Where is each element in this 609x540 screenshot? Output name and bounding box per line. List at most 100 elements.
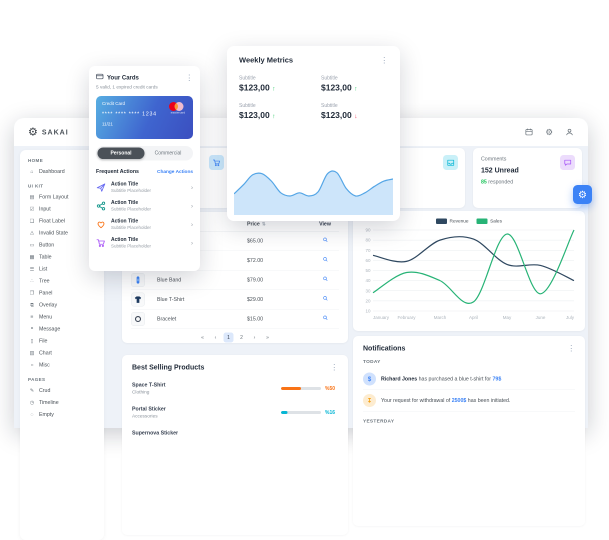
- action-text: Action Title Subtitle Placeholder: [111, 237, 186, 249]
- page-button-»[interactable]: »: [266, 334, 269, 341]
- table-row[interactable]: Blue Band $79.00: [131, 271, 339, 290]
- notification-segment[interactable]: 2500$: [451, 397, 467, 404]
- chevron-right-icon[interactable]: ›: [191, 183, 193, 191]
- metric-label: Subtitle: [239, 103, 256, 109]
- product-name: Supernova Sticker: [132, 430, 179, 436]
- action-text: Action Title Subtitle Placeholder: [111, 200, 186, 212]
- progress-percent: %16: [325, 409, 336, 416]
- frequent-action-item[interactable]: Action Title Subtitle Placeholder ›: [96, 182, 193, 193]
- col-price-header[interactable]: Price ⇅: [247, 221, 266, 227]
- sort-icon[interactable]: ⇅: [261, 221, 266, 227]
- frequent-action-item[interactable]: Action Title Subtitle Placeholder ›: [96, 200, 193, 212]
- panel-icon: ❐: [29, 290, 35, 296]
- misc-icon: ○: [30, 362, 34, 368]
- list-icon: ☰: [29, 266, 35, 272]
- page-button-1[interactable]: 1: [223, 332, 234, 343]
- progress-fill: [281, 411, 288, 414]
- stat-card-comments: Comments 152 Unread 85 responded: [473, 148, 582, 208]
- sidebar-item-float-label[interactable]: ❏ Float Label: [26, 215, 98, 227]
- sidebar-item-input[interactable]: ☑ Input: [26, 203, 98, 215]
- page-button-‹[interactable]: ‹: [214, 334, 217, 341]
- sidebar-item-timeline[interactable]: ◷ Timeline: [26, 397, 98, 409]
- search-icon[interactable]: [322, 276, 329, 285]
- legend-item-sales[interactable]: Sales: [476, 218, 502, 224]
- page-button-›[interactable]: ›: [253, 334, 256, 341]
- tab-personal[interactable]: Personal: [97, 147, 145, 159]
- notification-item[interactable]: $ Richard Jones has purchased a blue t-sh…: [363, 369, 575, 390]
- crud-icon: ✎: [29, 387, 35, 394]
- chevron-right-icon[interactable]: ›: [191, 220, 193, 228]
- calendar-icon[interactable]: [524, 128, 533, 137]
- table-row[interactable]: $65.00: [131, 232, 339, 251]
- product-list-item[interactable]: Portal Sticker Accessories %16: [132, 406, 338, 419]
- search-icon[interactable]: [322, 237, 329, 246]
- sidebar-item-button[interactable]: ▭ Button: [26, 239, 98, 251]
- metrics-grid: Subtitle $123,00 ↑ Subtitle $123,00 ↑ Subtitle…: [239, 76, 388, 121]
- sidebar-item-label: Input: [39, 206, 51, 212]
- app-logo[interactable]: ⚙ SAKAI: [28, 126, 69, 138]
- sidebar-item-empty[interactable]: ◌ Empty: [26, 409, 98, 421]
- settings-icon[interactable]: ⚙: [545, 127, 553, 137]
- sidebar-item-tree[interactable]: ∴ Tree: [26, 275, 98, 287]
- change-actions-link[interactable]: Change Actions: [157, 168, 193, 175]
- your-cards-subtitle: 5 valid, 1 expired credit cards: [96, 84, 158, 91]
- overlay-icon: ⧉: [30, 302, 34, 308]
- sidebar-item-label: Table: [39, 254, 52, 260]
- kebab-menu-icon[interactable]: ⋮: [380, 56, 389, 65]
- notifications-group-label: YESTERDAY: [363, 418, 395, 425]
- sidebar-item-message[interactable]: ❝ Message: [26, 323, 98, 335]
- sidebar-item-list[interactable]: ☰ List: [26, 263, 98, 275]
- svg-text:February: February: [397, 315, 416, 320]
- sidebar-item-form-layout[interactable]: ▤ Form Layout: [26, 191, 98, 203]
- your-cards-title: Your Cards: [107, 74, 139, 81]
- frequent-action-item[interactable]: Action Title Subtitle Placeholder ›: [96, 237, 193, 249]
- search-icon[interactable]: [322, 315, 329, 324]
- kebab-menu-icon[interactable]: ⋮: [330, 362, 339, 372]
- sidebar-section-label: HOME: [28, 158, 44, 163]
- sidebar-item-chart[interactable]: ▥ Chart: [26, 347, 98, 359]
- tab-commercial[interactable]: Commercial: [154, 150, 182, 157]
- config-gear-button[interactable]: ⚙: [573, 185, 592, 204]
- sidebar-item-dashboard[interactable]: ⌂ Dashboard: [26, 166, 98, 178]
- notification-segment: has been initiated.: [466, 397, 511, 404]
- view-cell: [311, 295, 339, 304]
- table-row[interactable]: Blue T-Shirt $29.00: [131, 290, 339, 310]
- table-row[interactable]: Bracelet $15.00: [131, 310, 339, 329]
- search-icon[interactable]: [322, 256, 329, 265]
- sidebar-item-menu[interactable]: ≡ Menu: [26, 311, 98, 323]
- notification-segment[interactable]: 79$: [492, 376, 502, 382]
- table-row[interactable]: $72.00: [131, 251, 339, 271]
- search-icon[interactable]: [322, 295, 329, 304]
- notifications-card: Notifications ⋮ TODAY $ Richard Jones has …: [353, 336, 585, 526]
- sidebar-item-label: Menu: [39, 314, 53, 320]
- sidebar-item-table[interactable]: ▦ Table: [26, 251, 98, 263]
- your-cards-panel: Your Cards ⋮ 5 valid, 1 expired credit c…: [89, 66, 200, 271]
- chevron-right-icon[interactable]: ›: [191, 239, 193, 247]
- kebab-menu-icon[interactable]: ⋮: [567, 343, 576, 353]
- product-list-item[interactable]: Space T-Shirt Clothing %50: [132, 382, 338, 395]
- sidebar-item-panel[interactable]: ❐ Panel: [26, 287, 98, 299]
- metric-value: $123,00 ↓: [321, 110, 358, 121]
- notification-item[interactable]: ↧ Your request for withdrawal of 2500$ ha…: [363, 390, 575, 412]
- page-button-2[interactable]: 2: [240, 334, 243, 341]
- product-price-cell: $15.00: [247, 316, 264, 322]
- sidebar-item-overlay[interactable]: ⧉ Overlay: [26, 299, 98, 311]
- svg-text:90: 90: [365, 228, 371, 233]
- product-list-item[interactable]: Supernova Sticker: [132, 430, 338, 438]
- page-button-«[interactable]: «: [201, 334, 204, 341]
- weekly-metrics-title: Weekly Metrics: [239, 56, 294, 65]
- sidebar-item-label: List: [39, 266, 48, 272]
- frequent-action-item[interactable]: Action Title Subtitle Placeholder ›: [96, 219, 193, 230]
- stat-card-highlight: 85: [481, 179, 487, 185]
- download-icon: ↧: [363, 394, 376, 407]
- sidebar-item-file[interactable]: ▯ File: [26, 335, 98, 347]
- chevron-right-icon[interactable]: ›: [191, 202, 193, 210]
- sidebar-item-misc[interactable]: ○ Misc: [26, 359, 98, 371]
- credit-card-visual[interactable]: Credit Card **** **** **** 1234 11/21 ma…: [96, 96, 193, 139]
- sidebar-item-crud[interactable]: ✎ Crud: [26, 385, 98, 397]
- kebab-menu-icon[interactable]: ⋮: [185, 73, 194, 82]
- legend-item-revenue[interactable]: Revenue: [436, 218, 469, 224]
- product-avatar: [131, 292, 145, 307]
- sidebar-item-invalid-state[interactable]: ⚠ Invalid State: [26, 227, 98, 239]
- profile-icon[interactable]: [565, 128, 574, 137]
